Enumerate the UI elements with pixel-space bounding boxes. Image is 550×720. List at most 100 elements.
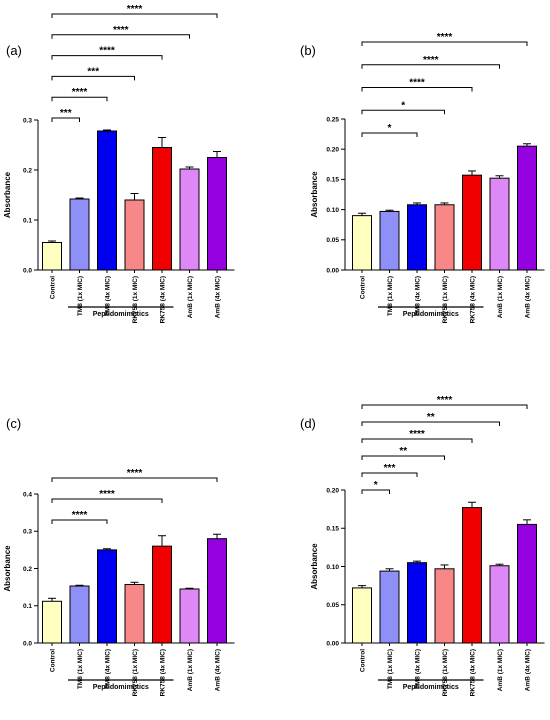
bar	[462, 174, 482, 271]
significance-bracket	[361, 421, 500, 426]
panel-label: (a)	[6, 43, 22, 58]
significance-label: ****	[409, 429, 425, 440]
category-label: TM8 (1x MIC)	[77, 276, 84, 316]
significance-bracket	[361, 41, 528, 46]
significance-bracket	[361, 132, 418, 137]
significance-label: ****	[437, 395, 453, 406]
panel-label: (d)	[300, 416, 316, 431]
y-tick-label: 0.2	[23, 566, 32, 573]
bar	[517, 523, 537, 644]
bar	[379, 210, 400, 271]
y-tick-label: 0.0	[23, 267, 32, 274]
chart-panel-1: (b) Absorbance 0.00 0.05 0.10 0.15 0.20 0.25 Con…	[300, 32, 545, 323]
category-label: AmB (1x MIC)	[187, 649, 194, 691]
bar	[462, 507, 482, 644]
significance-bracket	[361, 109, 445, 115]
significance-bracket	[361, 404, 528, 409]
significance-bracket	[51, 96, 108, 102]
significance-bracket	[51, 34, 190, 39]
bar	[434, 204, 455, 271]
category-label: RK758 (1x MIC)	[442, 276, 449, 323]
panel-label: (b)	[300, 43, 316, 58]
bar	[124, 199, 145, 271]
significance-bracket	[51, 117, 80, 122]
significance-label: ***	[87, 66, 99, 77]
significance-bracket	[51, 13, 218, 18]
category-label: AmB (4x MIC)	[215, 276, 222, 318]
category-label: RK758 (1x MIC)	[442, 649, 449, 696]
significance-bracket	[361, 472, 418, 477]
y-axis-title: Absorbance	[3, 545, 12, 592]
y-tick-label: 0.20	[326, 147, 339, 154]
significance-label: *	[374, 480, 378, 491]
bar	[179, 168, 200, 271]
significance-bracket	[51, 75, 135, 81]
y-axis-title: Absorbance	[310, 543, 319, 590]
bar	[124, 584, 145, 644]
chart-panel-3: (d) Absorbance 0.00 0.05 0.10 0.15 0.20 Control…	[300, 395, 545, 696]
category-label: TM8 (4x MIC)	[415, 276, 422, 316]
bar	[69, 198, 90, 271]
category-label: TM8 (1x MIC)	[387, 649, 394, 689]
y-axis-title: Absorbance	[3, 171, 12, 218]
category-label: AmB (1x MIC)	[497, 649, 504, 691]
y-tick-label: 0.10	[326, 207, 339, 214]
category-label: AmB (4x MIC)	[215, 649, 222, 691]
significance-label: ****	[99, 489, 115, 500]
bar	[152, 147, 172, 271]
significance-label: *	[401, 100, 405, 111]
significance-bracket	[51, 55, 163, 60]
bar	[207, 538, 227, 644]
category-label: Control	[50, 649, 57, 672]
category-label: AmB (4x MIC)	[525, 649, 532, 691]
category-label: RK758 (4x MIC)	[470, 649, 477, 696]
group-label: Peptidomimetics	[403, 684, 459, 691]
y-tick-label: 0.20	[326, 487, 339, 494]
significance-label: ***	[60, 108, 72, 119]
category-label: RK758 (1x MIC)	[132, 649, 139, 696]
significance-bracket	[51, 519, 108, 524]
category-label: TM8 (4x MIC)	[105, 649, 112, 689]
bar	[69, 585, 90, 644]
bar	[434, 568, 455, 644]
category-label: Control	[360, 649, 367, 672]
bar	[352, 587, 372, 644]
group-label: Peptidomimetics	[93, 684, 149, 691]
bar	[352, 215, 372, 271]
y-axis-title: Absorbance	[310, 171, 319, 218]
significance-label: ***	[384, 463, 396, 474]
bar	[42, 600, 62, 644]
significance-label: ****	[423, 55, 439, 66]
bar	[207, 157, 227, 271]
significance-label: ****	[409, 78, 425, 89]
significance-label: ****	[72, 87, 88, 98]
y-tick-label: 0.00	[326, 267, 339, 274]
bar	[97, 549, 117, 644]
significance-label: ****	[437, 32, 453, 43]
y-tick-label: 0.05	[326, 602, 339, 609]
category-label: AmB (1x MIC)	[497, 276, 504, 318]
category-label: TM8 (4x MIC)	[415, 649, 422, 689]
y-tick-label: 0.3	[23, 529, 32, 536]
bar	[517, 145, 537, 271]
significance-bracket	[361, 64, 500, 69]
bar	[97, 130, 117, 271]
y-tick-label: 0.4	[23, 491, 32, 498]
category-label: TM8 (1x MIC)	[387, 276, 394, 316]
significance-bracket	[361, 438, 473, 443]
bar	[379, 570, 400, 644]
y-tick-label: 0.1	[23, 603, 32, 610]
chart-panel-0: (a) Absorbance 0.0 0.1 0.2 0.3 Control TM8 (1x …	[3, 4, 235, 323]
bar	[489, 177, 510, 271]
significance-bracket	[361, 455, 445, 460]
y-tick-label: 0.15	[326, 177, 339, 184]
bar	[407, 562, 427, 644]
y-tick-label: 0.10	[326, 564, 339, 571]
category-label: Control	[50, 276, 57, 299]
y-tick-label: 0.1	[23, 217, 32, 224]
category-label: RK758 (4x MIC)	[160, 649, 167, 696]
y-tick-label: 0.0	[23, 640, 32, 647]
chart-panel-2: (c) Absorbance 0.0 0.1 0.2 0.3 0.4 Control TM8 (…	[3, 416, 235, 696]
category-label: TM8 (1x MIC)	[77, 649, 84, 689]
